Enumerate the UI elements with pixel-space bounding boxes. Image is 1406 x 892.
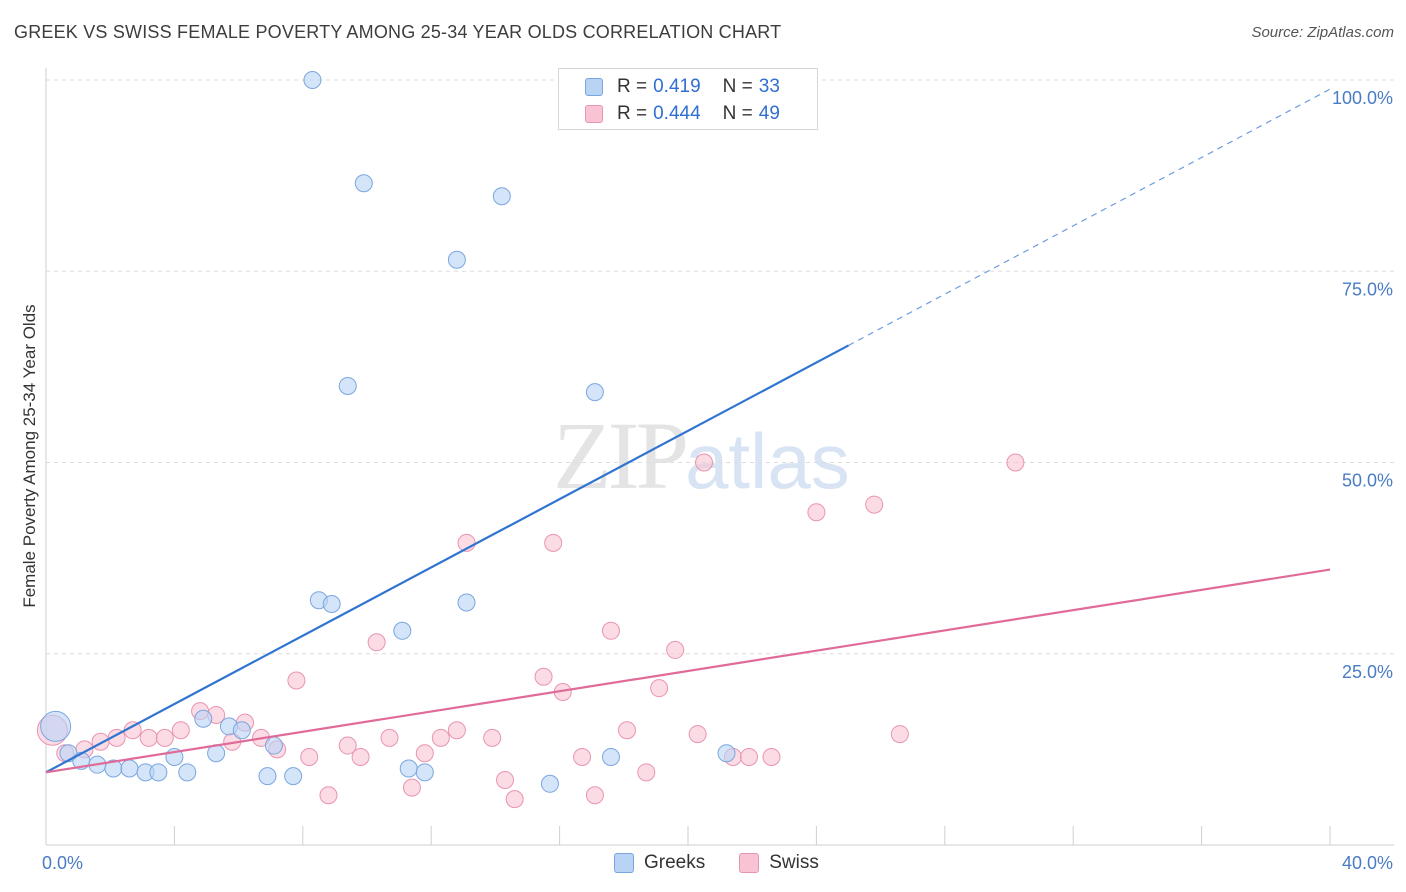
y-tick-label: 75.0% [1342, 279, 1393, 299]
points-layer [36, 71, 1025, 809]
swiss-point [287, 671, 306, 690]
legend-row-greeks: R = 0.419 N = 33 [585, 75, 780, 99]
y-tick-label: 100.0% [1332, 88, 1393, 108]
greeks-point [399, 759, 418, 778]
swiss-point [534, 667, 553, 686]
swiss-point [367, 633, 386, 652]
swiss-point [544, 533, 563, 552]
correlation-legend: R = 0.419 N = 33 R = 0.444 N = 49 [558, 68, 818, 130]
swiss-point [338, 736, 357, 755]
swiss-point [865, 495, 884, 514]
swiss-point [402, 778, 421, 797]
swiss-point [695, 453, 714, 472]
swiss-legend-label: Swiss [769, 852, 819, 873]
greeks-swatch [585, 78, 603, 96]
greeks-point [585, 383, 604, 402]
swiss-point [415, 744, 434, 763]
greeks-point [120, 759, 139, 778]
legend-r-value: 0.444 [653, 103, 701, 124]
source-label: Source: ZipAtlas.com [1251, 24, 1394, 41]
legend-item-greeks[interactable]: Greeks [614, 852, 705, 874]
swiss-point [351, 748, 370, 767]
greeks-point [447, 250, 466, 269]
greeks-point [393, 621, 412, 640]
greeks-trend-extension [848, 88, 1331, 346]
swiss-point [573, 748, 592, 767]
swiss-point [155, 728, 174, 747]
swiss-legend-swatch [739, 853, 760, 873]
swiss-point [319, 786, 338, 805]
swiss-point [739, 748, 758, 767]
greeks-point [258, 767, 277, 786]
swiss-point [890, 725, 909, 744]
swiss-point [505, 790, 524, 809]
greeks-trend-line [45, 344, 850, 774]
swiss-point [300, 748, 319, 767]
swiss-point [171, 721, 190, 740]
swiss-point [688, 725, 707, 744]
greeks-point [338, 377, 357, 395]
legend-r-value: 0.419 [653, 76, 701, 97]
y-tick-label: 25.0% [1342, 662, 1393, 682]
swiss-point [650, 679, 669, 698]
greeks-point [284, 767, 303, 786]
grid-layer [46, 79, 1394, 655]
legend-n-label: N = [722, 103, 753, 124]
swiss-point [601, 621, 620, 640]
greeks-point [40, 710, 72, 742]
greeks-point [540, 774, 559, 793]
greeks-point [322, 595, 341, 614]
swiss-point [139, 728, 158, 747]
legend-n-value: 49 [758, 103, 780, 124]
y-axis-title: Female Poverty Among 25-34 Year Olds [20, 304, 39, 607]
swiss-point [380, 728, 399, 747]
x-tick-label: 0.0% [42, 853, 83, 873]
greeks-point [149, 763, 168, 782]
swiss-point [807, 503, 826, 522]
greeks-legend-label: Greeks [644, 852, 706, 873]
legend-n-label: N = [722, 76, 753, 97]
swiss-point [637, 763, 656, 782]
swiss-trend-line [45, 568, 1331, 774]
swiss-point [483, 728, 502, 747]
legend-r-label: R = [617, 103, 648, 124]
greeks-point [457, 593, 476, 612]
swiss-point [762, 748, 781, 767]
greeks-point [232, 721, 251, 740]
greeks-point [601, 748, 620, 767]
swiss-point [1006, 453, 1025, 472]
swiss-point [496, 770, 515, 789]
trend-layer [45, 88, 1331, 774]
y-tick-label: 50.0% [1342, 471, 1393, 491]
legend-n-value: 33 [758, 76, 780, 97]
swiss-point [447, 721, 466, 740]
legend-row-swiss: R = 0.444 N = 49 [585, 102, 780, 126]
swiss-point [585, 786, 604, 805]
greeks-point [264, 736, 283, 755]
greeks-point [415, 763, 434, 782]
swiss-point [431, 728, 450, 747]
legend-r-label: R = [617, 76, 648, 97]
chart-title: GREEK VS SWISS FEMALE POVERTY AMONG 25-3… [14, 22, 782, 42]
greeks-point [178, 763, 197, 782]
greeks-point [194, 709, 213, 728]
legend-item-swiss[interactable]: Swiss [739, 852, 819, 874]
label-layer: 25.0% 50.0% 75.0% 100.0% 0.0% 40.0% Female Pov… [20, 88, 1393, 873]
greeks-legend-swatch [614, 853, 634, 873]
greeks-point [303, 71, 322, 89]
greeks-point [354, 174, 373, 193]
greeks-point [492, 187, 511, 206]
swiss-swatch [585, 105, 603, 123]
x-tick-label: 40.0% [1342, 853, 1393, 873]
swiss-point [618, 721, 637, 740]
swiss-point [666, 640, 685, 659]
series-legend: Greeks Swiss [614, 852, 853, 874]
greeks-point [717, 744, 736, 763]
